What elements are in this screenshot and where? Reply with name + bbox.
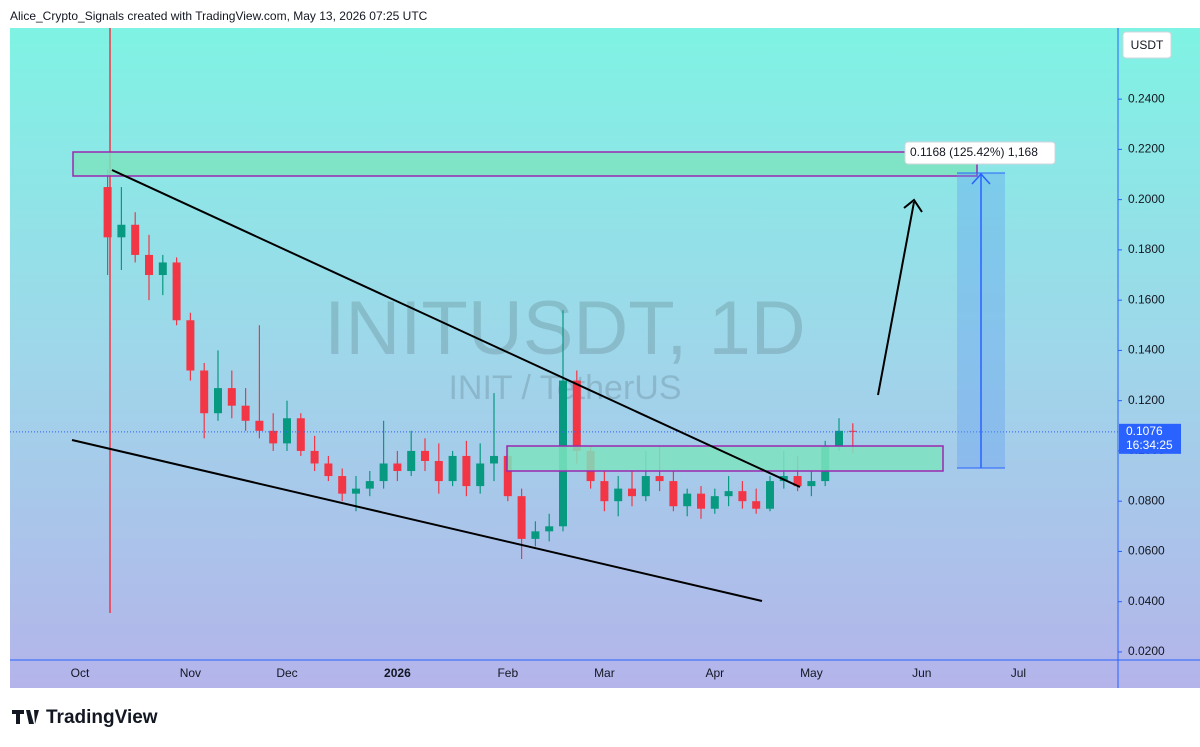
candle-body — [572, 380, 581, 451]
candle-body — [738, 491, 747, 502]
drawings: 0.1168 (125.42%) 1,168 — [71, 28, 1056, 613]
candle-body — [448, 455, 457, 482]
candle-body — [379, 463, 388, 482]
candle-body — [545, 526, 554, 532]
last-price-box — [1119, 423, 1181, 454]
y-tick-label: 0.0800 — [1128, 493, 1165, 507]
candle-body — [614, 488, 623, 502]
candle-body — [476, 463, 485, 487]
candle-body — [241, 405, 250, 421]
candle-body — [324, 463, 333, 477]
candle-body — [365, 481, 374, 489]
candle-body — [407, 450, 416, 472]
candle-body — [517, 496, 526, 539]
candle-body — [283, 418, 291, 444]
x-tick-label: May — [800, 666, 823, 680]
candle-body — [103, 187, 112, 238]
candle-body — [434, 460, 443, 482]
y-tick-label: 0.2400 — [1128, 91, 1165, 105]
support-zone — [506, 445, 944, 472]
last-price-label: 0.1076 — [1126, 424, 1163, 438]
candle-body — [214, 388, 222, 414]
projection-arrow — [877, 201, 915, 396]
candle-body — [421, 450, 429, 461]
x-tick-label: Feb — [497, 666, 518, 680]
candle-body — [393, 463, 402, 472]
measure-label-box — [904, 141, 1056, 165]
y-tick-label: 0.2000 — [1128, 192, 1165, 206]
candle-body — [641, 476, 650, 497]
candle-body — [600, 481, 609, 502]
candle-body — [172, 262, 181, 321]
trendline-lower — [71, 439, 763, 602]
y-tick-label: 0.0200 — [1128, 644, 1165, 658]
countdown: 16:34:25 — [1126, 438, 1173, 452]
x-tick-label: Apr — [705, 666, 724, 680]
trendline-upper — [111, 169, 801, 488]
y-tick-label: 0.2200 — [1128, 142, 1165, 156]
currency: USDT — [1131, 38, 1164, 52]
candle-body — [158, 262, 167, 276]
x-tick-label: Jul — [1011, 666, 1026, 680]
y-tick-label: 0.0600 — [1128, 544, 1165, 558]
candle-body — [835, 430, 843, 446]
x-tick-label: Dec — [276, 666, 297, 680]
logo: TradingView — [12, 707, 158, 728]
candle-body — [145, 254, 153, 276]
candle-body — [669, 481, 678, 507]
candle-body — [200, 370, 209, 414]
candle-body — [490, 455, 498, 464]
logo-mark — [12, 710, 39, 724]
measure-label: 0.1168 (125.42%) 1,168 — [910, 145, 1038, 159]
candle-body — [131, 224, 140, 255]
currency-box — [1122, 31, 1172, 59]
candle-body — [503, 455, 512, 497]
candle-body — [710, 496, 719, 509]
candle-body — [310, 450, 319, 464]
x-tick-label: Nov — [180, 666, 201, 680]
y-tick-label: 0.1200 — [1128, 393, 1165, 407]
candle-body — [793, 476, 802, 487]
candle-body — [697, 493, 705, 509]
candle-body — [186, 320, 195, 371]
y-tick-label: 0.1400 — [1128, 343, 1165, 357]
x-tick-label: 2026 — [384, 666, 411, 680]
y-tick-label: 0.1600 — [1128, 292, 1165, 306]
measure-arrowhead — [971, 172, 991, 185]
candle-body — [807, 481, 816, 487]
candle-body — [628, 488, 636, 497]
watermark-title: INITUSDT, 1D — [324, 286, 805, 371]
candle-body — [352, 488, 360, 494]
logo-text: TradingView — [46, 707, 158, 728]
candle-body — [338, 476, 347, 494]
candle-body — [269, 430, 278, 444]
candle-body — [752, 501, 761, 509]
header: Alice_Crypto_Signals created with Tradin… — [10, 9, 428, 23]
x-tick-label: Jun — [912, 666, 931, 680]
candle-body — [766, 481, 774, 509]
x-tick-label: Mar — [594, 666, 615, 680]
y-tick-label: 0.0400 — [1128, 594, 1165, 608]
chart-background — [10, 28, 1200, 688]
candle-body — [655, 476, 664, 482]
projection-arrowhead — [903, 198, 923, 213]
candle-body — [296, 418, 305, 451]
x-tick-label: Oct — [71, 666, 90, 680]
candle-body — [848, 430, 857, 432]
candle-body — [683, 493, 692, 507]
candle-body — [255, 420, 264, 431]
candle-body — [724, 491, 733, 497]
candle-body — [227, 388, 236, 406]
candle-body — [462, 455, 471, 487]
y-tick-label: 0.1800 — [1128, 242, 1165, 256]
candle-body — [531, 531, 540, 539]
candle-body — [117, 224, 126, 238]
resistance-zone — [72, 151, 978, 177]
